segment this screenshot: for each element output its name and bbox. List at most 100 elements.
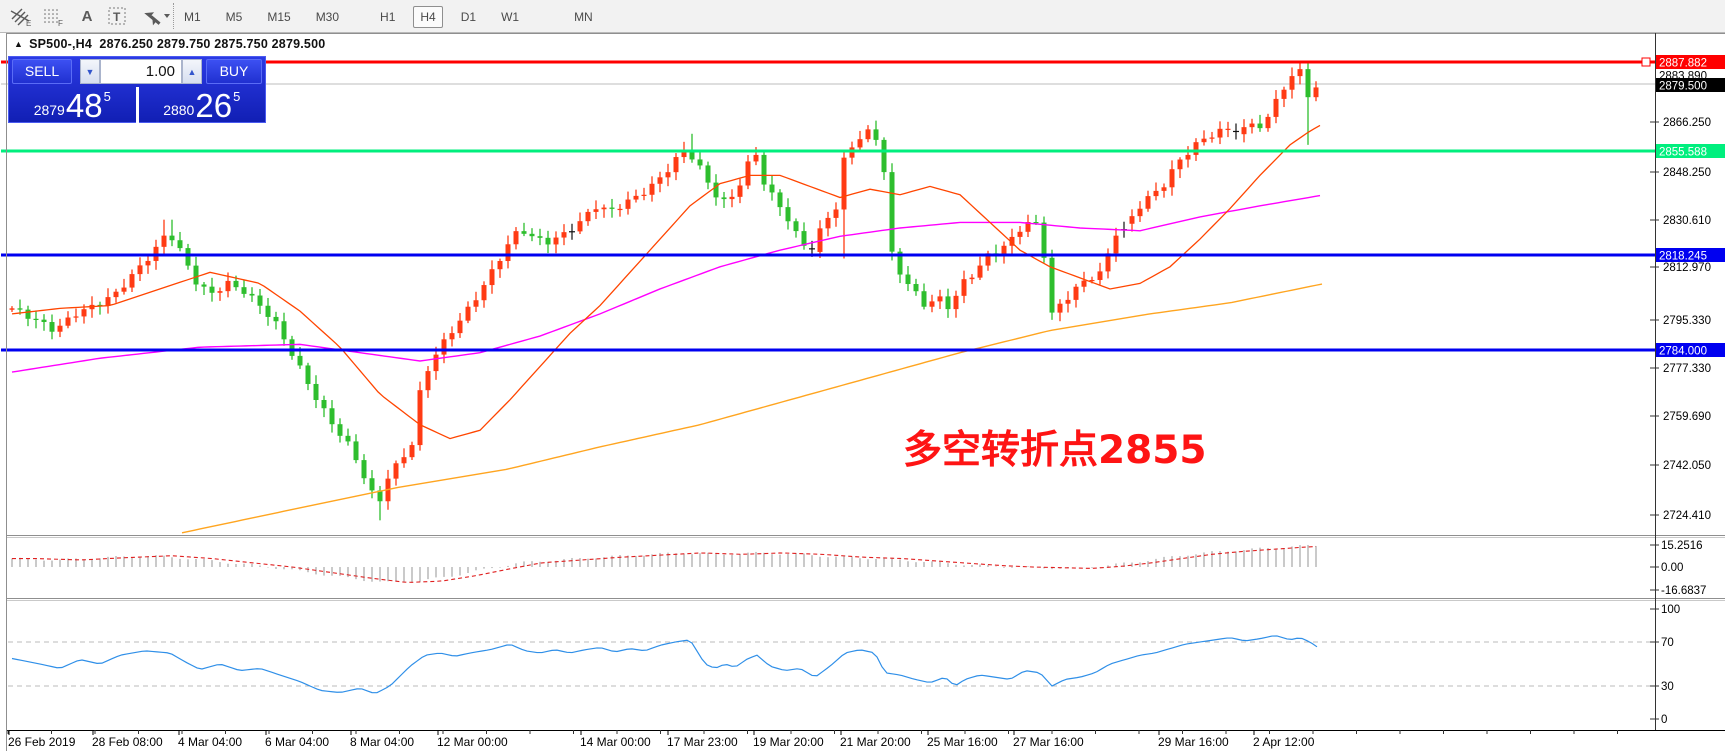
tf-m15[interactable]: M15 (267, 9, 291, 24)
candle-body (713, 182, 719, 198)
candle-body (289, 339, 295, 356)
candle-body (681, 150, 687, 158)
price-tick-label: 2759.690 (1663, 411, 1711, 423)
volume-increase-button[interactable]: ▲ (182, 59, 202, 84)
tf-d1[interactable]: D1 (460, 9, 477, 24)
candle-body (953, 295, 959, 310)
candle-body (409, 445, 415, 458)
candle-body (1049, 257, 1055, 313)
candle-body (1169, 169, 1175, 188)
price-tag-label: 2784.000 (1659, 346, 1707, 358)
volume-decrease-button[interactable]: ▼ (80, 59, 100, 84)
candle-body (1273, 98, 1279, 117)
candle-body (1033, 222, 1039, 224)
time-axis-label: 14 Mar 00:00 (580, 735, 651, 749)
candle-body (969, 277, 975, 280)
candle-body (449, 333, 455, 340)
candle-body (945, 296, 951, 310)
candle-body (617, 208, 623, 211)
time-axis-label: 29 Mar 16:00 (1158, 735, 1229, 749)
candle-body (265, 305, 271, 317)
arrows-tool-icon[interactable] (138, 4, 172, 28)
candle-body (9, 308, 15, 310)
price-tag-label: 2879.500 (1659, 81, 1707, 93)
candle-body (673, 157, 679, 173)
tf-m5[interactable]: M5 (225, 9, 243, 24)
price-tag-label: 2855.588 (1659, 147, 1707, 159)
candle-body (1297, 69, 1303, 77)
candle-body (881, 139, 887, 173)
rsi-tick-label: 30 (1661, 681, 1674, 693)
candle-body (73, 316, 79, 318)
price-tick-label: 2866.250 (1663, 117, 1711, 129)
candle-body (689, 150, 695, 160)
candle-body (961, 279, 967, 296)
candle-body (25, 309, 31, 319)
chart-canvas[interactable]: 2866.250 2848.250 2830.610 2812.970 2795.330… (0, 33, 1725, 751)
buy-price[interactable]: 2880 26 5 (139, 87, 266, 123)
candle-body (281, 321, 287, 340)
candle-body (457, 320, 463, 334)
sell-price-sup: 5 (103, 89, 111, 104)
sell-button[interactable]: SELL (12, 59, 72, 84)
symbol-period-label: SP500-,H4 (29, 37, 93, 51)
candle-body (1257, 123, 1263, 129)
candle-body (1041, 222, 1047, 258)
ohlc-values: 2876.250 2879.750 2875.750 2879.500 (99, 37, 326, 51)
buy-button[interactable]: BUY (206, 59, 262, 84)
candle-body (1161, 187, 1167, 191)
candle-body (489, 269, 495, 286)
time-axis-label: 25 Mar 16:00 (927, 735, 998, 749)
candle-body (129, 274, 135, 288)
candle-body (193, 265, 199, 285)
tf-h1[interactable]: H1 (380, 9, 396, 24)
candle-body (1209, 137, 1215, 139)
volume-input[interactable]: 1.00 (100, 59, 182, 84)
symbol-arrow-icon: ▲ (14, 39, 24, 49)
candle-body (169, 235, 175, 241)
candle-body (641, 194, 647, 196)
candle-body (425, 371, 431, 391)
candle-body (313, 383, 319, 401)
candle-body (1025, 222, 1031, 232)
candle-body (1153, 190, 1159, 197)
tf-w1[interactable]: W1 (501, 9, 520, 24)
price-tick-label: 2724.410 (1663, 510, 1711, 522)
tf-h4-active[interactable]: H4 (413, 5, 443, 28)
text-box-icon[interactable]: T (104, 4, 130, 28)
candle-body (561, 232, 567, 238)
price-tick-label: 2830.610 (1663, 215, 1711, 227)
candle-body (537, 236, 543, 238)
buy-price-sup: 5 (233, 89, 241, 104)
candle-body (921, 291, 927, 307)
tf-m1[interactable]: M1 (184, 9, 201, 24)
tf-mn[interactable]: MN (574, 9, 593, 24)
candle-body (1265, 116, 1271, 129)
tf-m30[interactable]: M30 (315, 9, 340, 24)
time-axis-label: 28 Feb 08:00 (92, 735, 163, 749)
candle-body (697, 159, 703, 166)
text-label-icon[interactable]: A (81, 7, 93, 25)
candle-body (505, 244, 511, 262)
candle-body (1081, 280, 1087, 287)
fibonacci-grid-icon[interactable]: F (40, 4, 66, 28)
candle-body (233, 280, 239, 288)
draw-channel-icon[interactable]: E (8, 4, 34, 28)
candle-body (769, 184, 775, 193)
candle-body (753, 154, 759, 162)
candle-body (17, 308, 23, 310)
candle-body (137, 265, 143, 275)
candle-body (1001, 245, 1007, 255)
candle-body (865, 129, 871, 140)
candle-body (441, 339, 447, 355)
candle-body (1217, 128, 1223, 138)
candle-body (241, 287, 247, 294)
candle-body (777, 192, 783, 208)
candle-body (745, 161, 751, 186)
time-axis-label: 21 Mar 20:00 (840, 735, 911, 749)
candle-body (1057, 303, 1063, 313)
candle-body (849, 147, 855, 158)
sell-price[interactable]: 2879 48 5 (9, 87, 136, 123)
candle-body (217, 291, 223, 293)
candle-body (1313, 87, 1319, 98)
